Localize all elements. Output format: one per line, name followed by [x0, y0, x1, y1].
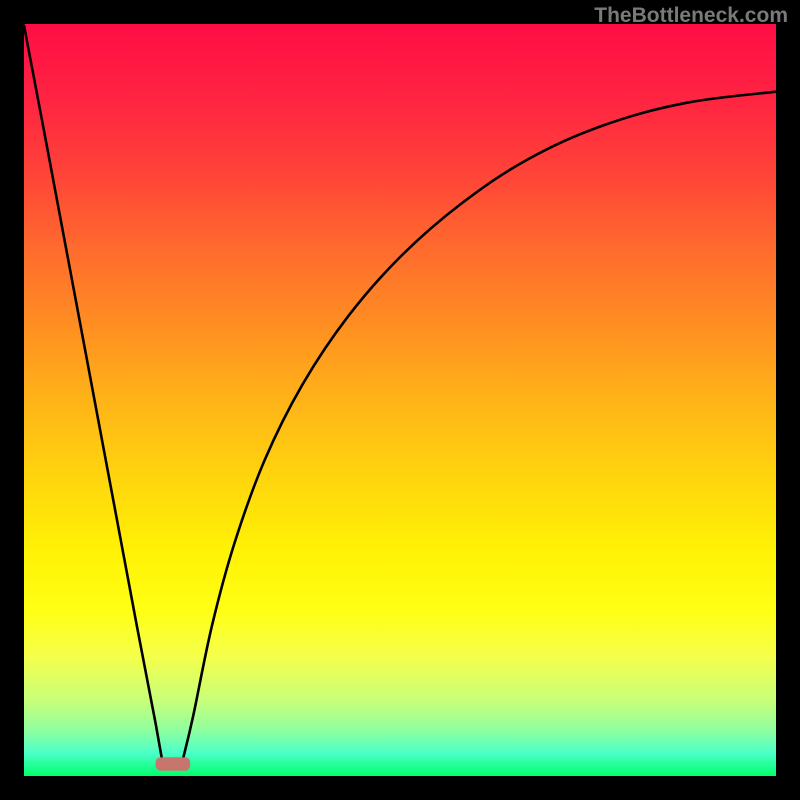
chart-svg [0, 0, 800, 800]
bottleneck-chart: TheBottleneck.com [0, 0, 800, 800]
minimum-marker [156, 757, 191, 771]
chart-background [24, 24, 776, 776]
watermark-text: TheBottleneck.com [594, 4, 788, 28]
